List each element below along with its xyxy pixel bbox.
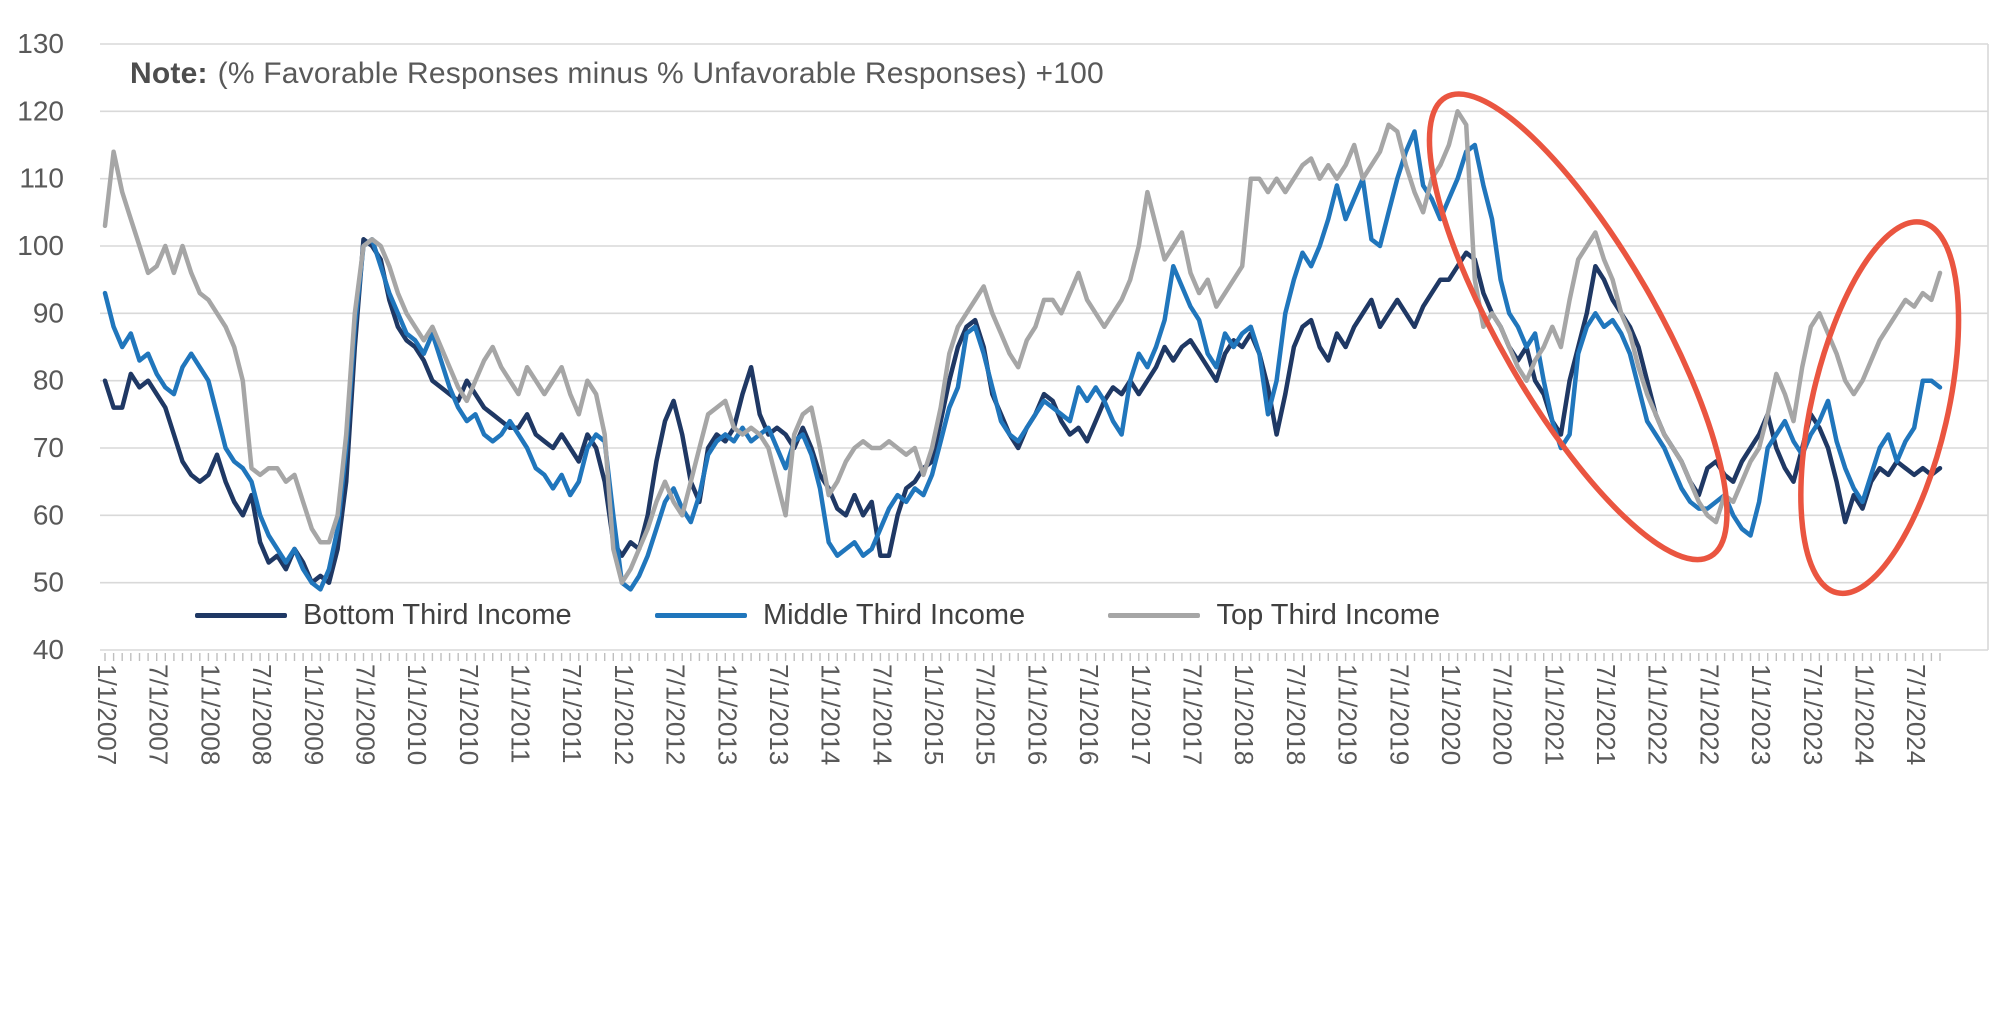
y-axis-label: 90 <box>33 297 64 328</box>
x-axis-label: 1/1/2010 <box>402 664 432 765</box>
x-axis-label: 7/1/2012 <box>661 664 691 765</box>
x-axis-label: 1/1/2014 <box>816 664 846 765</box>
series-line-top-third-income <box>102 109 1943 585</box>
y-axis-label: 110 <box>19 163 64 194</box>
x-axis-label: 7/1/2009 <box>351 664 381 765</box>
x-axis-label: 1/1/2011 <box>506 664 536 763</box>
legend-swatch-bottom-third-income <box>195 613 287 618</box>
legend-item-bottom-third-income: Bottom Third Income <box>195 599 572 632</box>
x-axis-label: 1/1/2019 <box>1333 664 1363 765</box>
x-axis-label: 1/1/2018 <box>1229 664 1259 765</box>
x-axis-label: 7/1/2023 <box>1798 664 1828 765</box>
y-axis-label: 50 <box>33 567 64 598</box>
y-axis-label: 60 <box>33 499 64 530</box>
x-axis-labels: 1/1/2007 7/1/2007 1/1/2008 7/1/2008 1/1/2009… <box>92 664 1931 765</box>
legend-swatch-middle-third-income <box>654 613 747 618</box>
note-label: Note: <box>130 57 208 90</box>
note-text: (% Favorable Responses minus % Unfavorab… <box>217 57 1104 90</box>
x-axis-label: 1/1/2016 <box>1022 664 1052 765</box>
x-axis-label: 7/1/2007 <box>144 664 174 765</box>
legend-label-top-third-income: Top Third Income <box>1216 599 1440 631</box>
y-axis-label: 130 <box>17 28 64 59</box>
x-axis-label: 7/1/2014 <box>867 664 897 765</box>
annotations <box>1426 91 1962 597</box>
legend-item-middle-third-income: Middle Third Income <box>654 599 1026 632</box>
legend-label-bottom-third-income: Bottom Third Income <box>303 599 572 631</box>
x-axis-label: 7/1/2008 <box>247 664 277 765</box>
y-axis-label: 80 <box>33 365 64 396</box>
x-axis-label: 1/1/2013 <box>712 664 742 765</box>
y-axis-label: 70 <box>33 432 64 463</box>
x-axis-label: 7/1/2022 <box>1694 664 1724 765</box>
x-axis-label: 7/1/2018 <box>1281 664 1311 765</box>
gridlines <box>100 43 1989 651</box>
x-axis-label: 7/1/2024 <box>1901 664 1931 765</box>
chart-note: Note: (% Favorable Responses minus % Unfa… <box>130 57 1104 91</box>
x-axis-label: 1/1/2023 <box>1746 664 1776 765</box>
x-axis-label: 1/1/2020 <box>1436 664 1466 765</box>
x-axis-label: 1/1/2015 <box>919 664 949 765</box>
x-axis-ticks <box>104 653 1941 661</box>
x-axis-label: 7/1/2017 <box>1178 664 1208 765</box>
y-axis-label: 100 <box>17 230 64 261</box>
x-axis-label: 1/1/2017 <box>1126 664 1156 765</box>
annotation-ellipse-decline-2020-to-2022 <box>1426 91 1730 563</box>
x-axis-label: 7/1/2020 <box>1488 664 1518 765</box>
x-axis-label: 1/1/2024 <box>1850 664 1880 765</box>
x-axis-label: 7/1/2021 <box>1591 664 1621 765</box>
series-lines <box>102 109 1943 592</box>
x-axis-label: 7/1/2015 <box>971 664 1001 765</box>
x-axis-label: 1/1/2007 <box>92 664 122 765</box>
x-axis-label: 1/1/2012 <box>609 664 639 765</box>
legend-item-top-third-income: Top Third Income <box>1108 599 1440 632</box>
x-axis-label: 7/1/2013 <box>764 664 794 765</box>
annotation-ellipse-recovery-2023-to-2024 <box>1798 219 1962 597</box>
x-axis-label: 1/1/2022 <box>1643 664 1673 765</box>
legend-swatch-top-third-income <box>1108 613 1201 618</box>
series-line-middle-third-income <box>102 129 1943 592</box>
x-axis-label: 1/1/2021 <box>1539 664 1569 765</box>
x-axis-label: 7/1/2016 <box>1074 664 1104 765</box>
legend-label-middle-third-income: Middle Third Income <box>762 599 1026 631</box>
series-line-bottom-third-income <box>102 237 1943 585</box>
x-axis-label: 7/1/2010 <box>454 664 484 765</box>
y-axis-label: 40 <box>33 634 64 665</box>
x-axis-label: 1/1/2009 <box>299 664 329 765</box>
x-axis-label: 7/1/2019 <box>1384 664 1414 765</box>
legend: Bottom Third Income Middle Third Income To… <box>195 599 1440 632</box>
y-axis-labels: 40 50 60 70 80 90 100 110 120 130 <box>17 28 64 665</box>
y-axis-label: 120 <box>17 95 64 126</box>
x-axis-label: 7/1/2011 <box>557 664 587 763</box>
x-axis-label: 1/1/2008 <box>195 664 225 765</box>
